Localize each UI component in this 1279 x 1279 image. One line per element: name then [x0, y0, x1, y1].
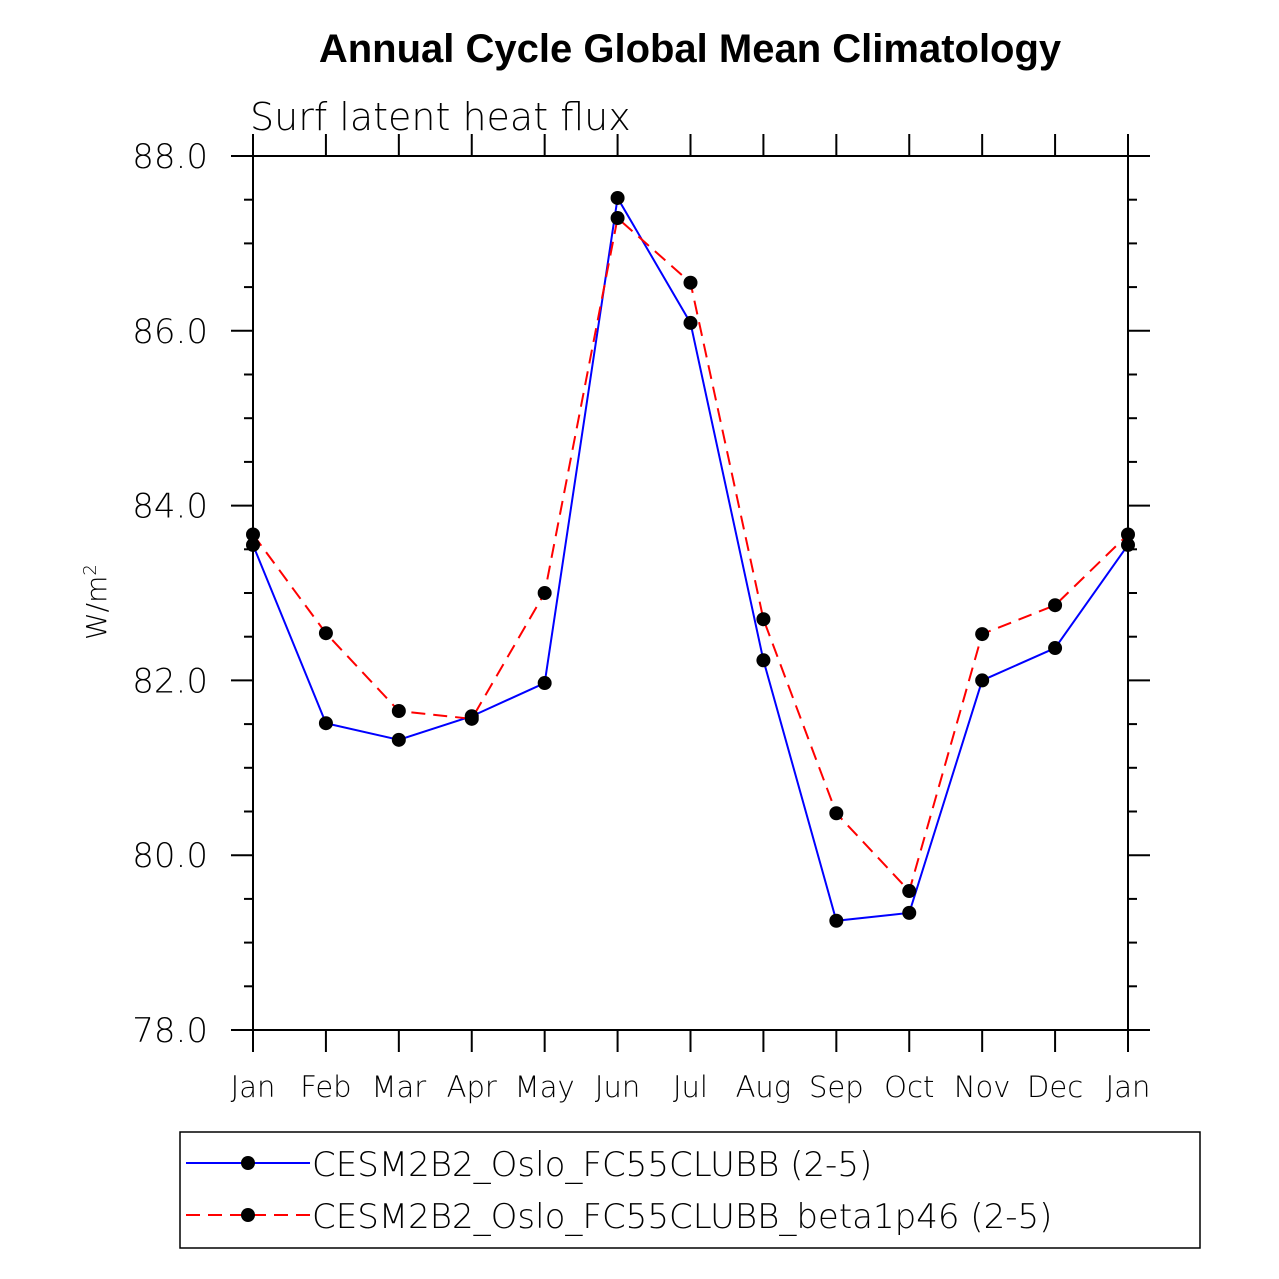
axis-ticks	[231, 134, 1150, 1052]
data-point	[683, 315, 698, 330]
y-tick-label: 80.0	[132, 836, 208, 876]
data-point	[391, 732, 406, 747]
data-point	[829, 806, 844, 821]
data-point	[975, 673, 990, 688]
x-tick-label: Oct	[884, 1070, 934, 1104]
data-point	[1121, 537, 1135, 552]
data-point	[829, 913, 844, 928]
data-point	[1048, 598, 1063, 613]
data-point	[975, 627, 990, 642]
x-tick-label: Mar	[371, 1070, 426, 1104]
data-point	[610, 211, 625, 226]
x-tick-label: Jul	[673, 1070, 708, 1104]
x-tick-label: Jan	[1106, 1070, 1151, 1104]
data-point	[537, 586, 552, 600]
y-tick-label: 78.0	[132, 1011, 208, 1051]
x-tick-label: Sep	[809, 1070, 864, 1104]
data-point	[318, 626, 333, 641]
series-line-1	[252, 194, 1129, 922]
x-tick-label: Apr	[447, 1070, 497, 1104]
legend: CESM2B2_Oslo_FC55CLUBB (2-5) CESM2B2_Oslo…	[179, 1131, 1201, 1249]
legend-marker	[241, 1208, 255, 1222]
data-point	[464, 711, 479, 726]
data-point	[246, 527, 260, 542]
y-axis-label-superscript: 2	[80, 564, 101, 575]
data-point	[1048, 641, 1063, 656]
data-point	[756, 612, 771, 627]
series-group	[246, 190, 1135, 928]
chart-title: Annual Cycle Global Mean Climatology	[319, 27, 1062, 71]
data-point	[683, 275, 698, 290]
legend-box	[179, 1131, 1201, 1249]
x-tick-label: Jun	[595, 1070, 640, 1104]
chart-subtitle: Surf latent heat flux	[250, 95, 631, 139]
data-point	[756, 653, 771, 668]
legend-label: CESM2B2_Oslo_FC55CLUBB (2-5)	[312, 1145, 872, 1185]
y-tick-label: 84.0	[132, 487, 208, 527]
y-tick-labels: 78.0 80.0 82.0 84.0 86.0 88.0	[132, 137, 208, 1051]
x-tick-label: Feb	[300, 1070, 351, 1104]
x-tick-label: Jan	[231, 1070, 276, 1104]
y-tick-label: 86.0	[132, 312, 208, 352]
data-point	[1121, 527, 1135, 542]
x-tick-label: Dec	[1027, 1070, 1083, 1104]
data-point	[318, 716, 333, 731]
x-tick-label: Nov	[954, 1070, 1011, 1104]
legend-label: CESM2B2_Oslo_FC55CLUBB_beta1p46 (2-5)	[312, 1197, 1052, 1237]
y-tick-label: 88.0	[132, 137, 208, 177]
x-tick-labels: Jan Feb Mar Apr May Jun Jul Aug Sep Oct Nov Dec Jan	[231, 1070, 1151, 1104]
y-axis-label: W/m2	[80, 564, 113, 640]
x-tick-label: May	[515, 1070, 575, 1104]
data-point	[902, 884, 917, 899]
data-point	[902, 905, 917, 920]
data-point	[246, 537, 260, 552]
x-tick-label: Aug	[736, 1070, 792, 1104]
data-point	[391, 703, 406, 718]
data-point	[610, 190, 625, 205]
y-tick-label: 82.0	[132, 661, 208, 701]
data-point	[537, 676, 552, 691]
legend-marker	[241, 1156, 255, 1170]
